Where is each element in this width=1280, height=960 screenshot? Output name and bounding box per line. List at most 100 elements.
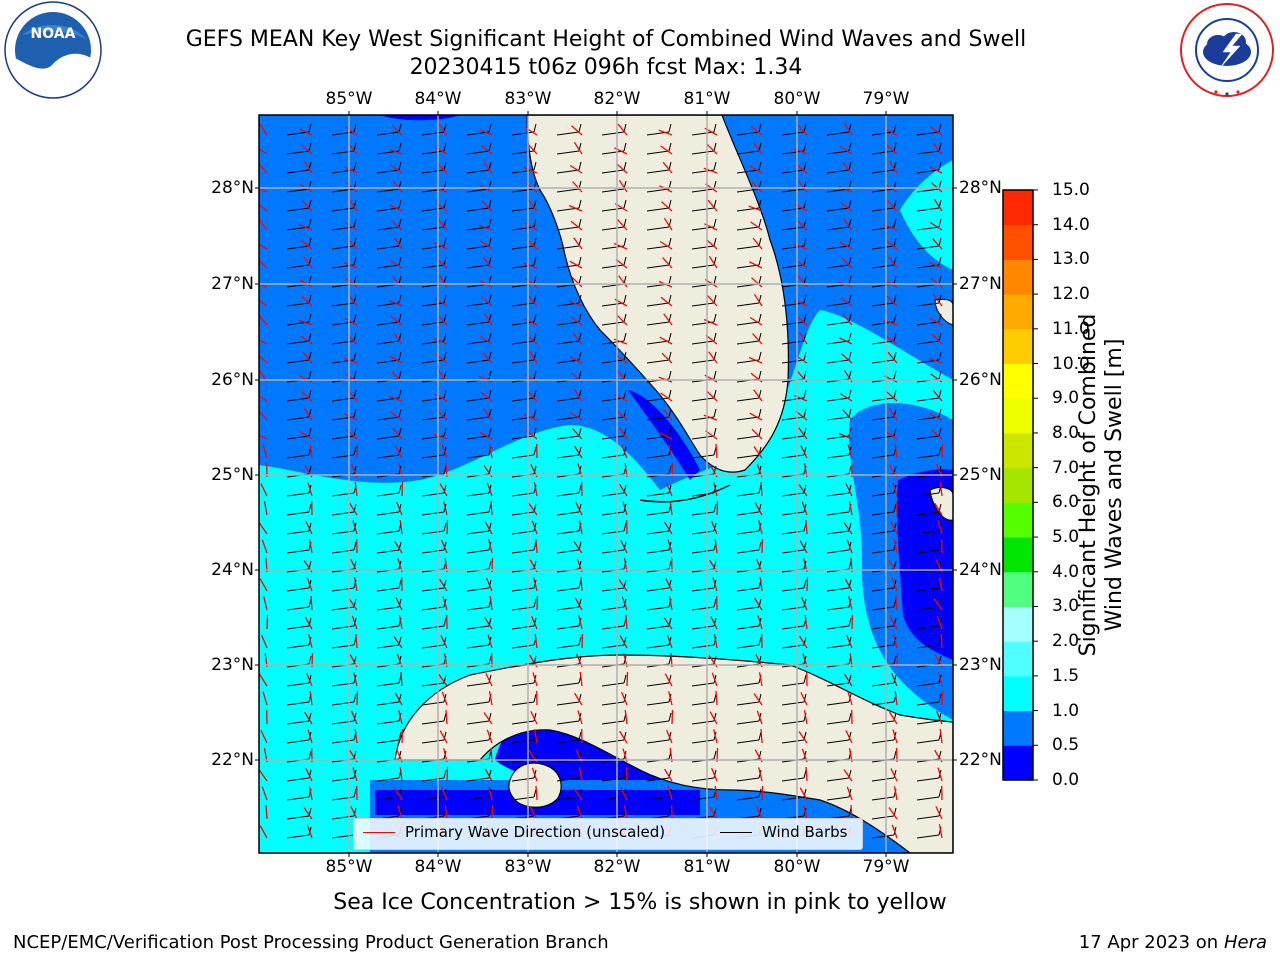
- wind-barb: [376, 359, 400, 364]
- wind-barb: [691, 207, 715, 212]
- wind-barb: [646, 511, 670, 516]
- wind-barb-feather: [984, 694, 986, 702]
- wind-barb: [646, 606, 670, 611]
- wind-barb-feather: [848, 427, 852, 437]
- wave-arrow: [400, 671, 403, 687]
- wind-barb-feather: [578, 427, 582, 437]
- wave-arrow: [301, 295, 313, 307]
- wave-arrow: [261, 539, 268, 554]
- wind-barb-feather: [938, 256, 942, 266]
- wave-arrow: [885, 239, 898, 250]
- latitude-label-right: 23°N: [959, 655, 1002, 675]
- wind-barb: [376, 549, 400, 554]
- wind-barb-feather: [443, 617, 447, 627]
- wind-barb: [781, 625, 805, 630]
- wave-arrow: [259, 187, 268, 193]
- wave-arrow: [260, 483, 268, 497]
- wave-arrow: [528, 350, 538, 364]
- wind-barb-feather: [713, 123, 717, 133]
- wave-arrow: [480, 144, 493, 155]
- wind-barb-feather: [308, 123, 312, 133]
- wind-barb: [871, 701, 895, 706]
- wind-barb: [376, 340, 400, 345]
- wind-barb: [286, 701, 310, 706]
- wave-arrow: [844, 673, 853, 687]
- wave-arrow: [841, 257, 853, 269]
- wind-barb: [871, 150, 895, 155]
- wind-barb-feather: [533, 256, 537, 266]
- wave-arrow: [761, 538, 764, 554]
- wave-arrow: [667, 539, 673, 554]
- wind-barb-feather: [713, 427, 717, 437]
- wave-arrow: [570, 220, 583, 231]
- wind-barb: [511, 321, 535, 326]
- colorbar-segment: [1003, 502, 1033, 538]
- wind-barb-feather: [623, 218, 627, 228]
- wind-barb: [916, 454, 940, 459]
- wind-barb: [376, 511, 400, 516]
- wind-barb-feather: [848, 237, 852, 247]
- wind-barb-feather: [353, 427, 357, 437]
- run-date: 17 Apr 2023 on Hera: [1079, 932, 1267, 953]
- nws-logo: [1176, 0, 1278, 102]
- wave-arrow: [937, 520, 943, 535]
- wave-arrow: [480, 391, 493, 402]
- wind-barb: [376, 492, 400, 497]
- wind-barb: [871, 625, 895, 630]
- wind-barb-feather: [803, 275, 807, 285]
- wind-barb: [646, 796, 670, 801]
- wind-barb: [736, 264, 760, 269]
- wave-arrow: [850, 804, 853, 820]
- wave-arrow: [299, 375, 313, 383]
- colorbar-segment: [1003, 675, 1033, 712]
- sea-ice-note: Sea Ice Concentration > 15% is shown in …: [333, 890, 947, 915]
- wave-arrow: [484, 616, 493, 630]
- wind-barb-feather: [443, 294, 447, 304]
- wind-barb: [466, 549, 490, 554]
- wave-arrow: [665, 578, 673, 592]
- wind-barb: [646, 682, 670, 687]
- wind-barb-feather: [758, 807, 762, 817]
- wave-arrow: [706, 390, 718, 402]
- wind-barb: [421, 511, 445, 516]
- wave-arrow: [716, 500, 719, 516]
- wind-barb-feather: [713, 161, 717, 171]
- wind-barb-feather: [803, 313, 807, 323]
- wind-barb: [736, 397, 760, 402]
- wave-arrow: [712, 577, 718, 592]
- wind-barb-feather: [984, 808, 986, 816]
- wave-arrow: [438, 123, 448, 136]
- wave-arrow: [306, 672, 313, 687]
- wave-arrow: [660, 296, 673, 307]
- wind-barb-feather: [353, 389, 357, 399]
- wind-barb: [556, 777, 580, 782]
- wave-arrow: [663, 313, 673, 326]
- wave-arrow: [839, 145, 853, 155]
- wind-barb-feather: [984, 314, 986, 322]
- wind-barb-feather: [578, 636, 582, 646]
- wind-barb-feather: [668, 408, 672, 418]
- wind-barb-feather: [758, 408, 762, 418]
- wave-arrow: [703, 167, 718, 174]
- wind-barb: [601, 416, 625, 421]
- map-title: GEFS MEAN Key West Significant Height of…: [185, 27, 1027, 52]
- latitude-label-left: 28°N: [211, 178, 254, 198]
- wave-arrow: [617, 123, 628, 136]
- wind-barb-feather: [984, 200, 986, 208]
- wind-barb-feather: [578, 275, 582, 285]
- wind-barb: [286, 302, 310, 307]
- wind-barb: [916, 682, 940, 687]
- wind-barb-feather: [984, 409, 986, 417]
- wave-arrow: [884, 430, 898, 440]
- wave-arrow: [434, 393, 448, 402]
- svg-text:NOAA: NOAA: [31, 26, 76, 42]
- wind-barb-feather: [533, 237, 537, 247]
- wind-barb-feather: [668, 370, 672, 380]
- wave-arrow: [580, 576, 583, 592]
- wind-barb: [556, 682, 580, 687]
- wind-barb: [556, 701, 580, 706]
- wave-arrow: [848, 501, 853, 516]
- wave-arrow: [570, 316, 583, 326]
- wave-arrow: [885, 335, 898, 345]
- wind-barb: [286, 416, 310, 421]
